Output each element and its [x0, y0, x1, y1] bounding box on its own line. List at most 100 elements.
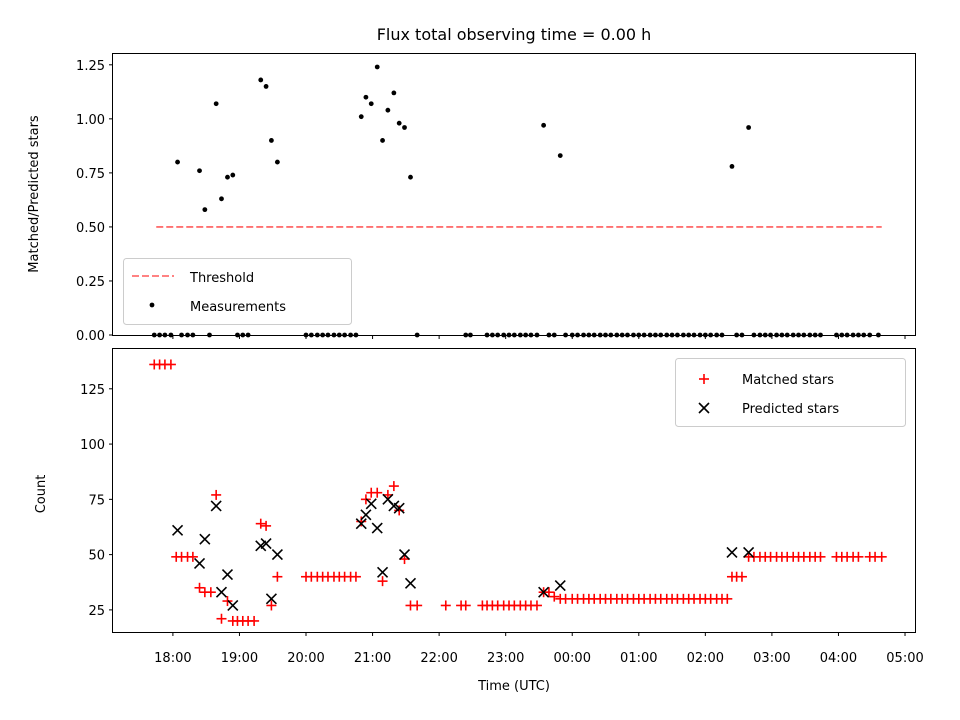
measurement-point: [408, 174, 413, 180]
matched-star-point: [876, 551, 887, 562]
ratio-y-tick-label: 0.50: [76, 221, 105, 236]
measurement-point: [396, 120, 402, 126]
predicted-star-point: [554, 580, 566, 592]
matched-star-point: [388, 481, 399, 492]
measurement-point: [541, 122, 547, 128]
x-axis-label: Time (UTC): [477, 679, 550, 694]
predicted-star-point: [393, 502, 405, 514]
predicted-star-point: [743, 546, 755, 558]
measurement-point: [746, 125, 752, 130]
legend-predicted-label: Predicted stars: [742, 402, 839, 417]
ratio-y-tick-label: 1.00: [76, 113, 105, 128]
ratio-y-tick-label: 0.00: [76, 329, 105, 344]
measurement-point: [219, 196, 224, 202]
predicted-star-point: [365, 498, 377, 510]
matched-star-point: [853, 551, 864, 562]
measurement-point: [202, 207, 208, 213]
ratio-legend-box: [123, 258, 352, 325]
count-x-tick-label: 04:00: [820, 651, 857, 666]
predicted-star-point: [193, 557, 206, 570]
matched-star-point: [460, 600, 471, 611]
matched-star-point: [722, 593, 733, 604]
predicted-star-point: [260, 537, 272, 550]
measurement-point: [274, 159, 280, 165]
predicted-star-point: [371, 522, 383, 534]
measurement-point: [213, 101, 219, 107]
matched-star-point: [377, 576, 388, 587]
ratio-y-tick-label: 0.75: [76, 167, 105, 182]
count-x-tick-label: 20:00: [287, 651, 324, 666]
matched-star-point: [531, 600, 542, 611]
count-x-tick-label: 05:00: [886, 651, 923, 666]
predicted-star-point: [360, 509, 372, 521]
measurement-point: [175, 159, 180, 165]
matched-star-point: [372, 487, 383, 498]
count-plot-frame: [112, 348, 916, 633]
legend-threshold-label: Threshold: [189, 271, 254, 286]
measurement-point: [557, 153, 563, 158]
predicted-star-point: [355, 518, 367, 530]
measurement-point: [391, 90, 397, 96]
measurement-point: [402, 125, 407, 130]
matched-star-point: [266, 600, 277, 611]
matched-star-point: [543, 587, 554, 598]
measurement-point: [230, 172, 236, 178]
matched-star-point: [736, 571, 747, 582]
matched-star-point: [261, 520, 272, 531]
predicted-star-point: [376, 566, 389, 578]
predicted-star-point: [538, 586, 550, 598]
legend-matched-swatch: [699, 374, 709, 384]
predicted-star-point: [398, 549, 411, 561]
measurement-point: [380, 138, 385, 143]
matched-star-point: [165, 359, 176, 370]
count-x-tick-label: 23:00: [487, 651, 524, 666]
matched-star-point: [815, 551, 826, 562]
predicted-star-point: [215, 586, 228, 598]
count-x-tick-label: 22:00: [420, 651, 457, 666]
predicted-star-point: [199, 533, 211, 545]
predicted-star-point: [265, 593, 277, 605]
legend-matched-label: Matched stars: [742, 373, 834, 388]
count-y-tick-label: 25: [88, 604, 105, 619]
count-x-tick-label: 01:00: [620, 651, 657, 666]
count-marks: [149, 359, 887, 626]
count-legend: Matched stars Predicted stars: [675, 358, 906, 427]
matched-star-point: [440, 600, 451, 611]
matched-star-point: [194, 582, 205, 593]
measurement-point: [729, 164, 735, 169]
count-x-tick-label: 00:00: [554, 651, 591, 666]
measurement-point: [225, 174, 230, 180]
ratio-panel-title: Flux total observing time = 0.00 h: [377, 25, 652, 44]
measurement-point: [269, 138, 274, 143]
measurement-point: [197, 168, 202, 174]
measurement-point: [368, 101, 374, 107]
predicted-star-point: [227, 599, 239, 612]
legend-measurements-label: Measurements: [190, 300, 286, 315]
predicted-star-point: [221, 568, 234, 581]
matched-star-point: [205, 587, 216, 598]
count-y-tick-label: 125: [80, 383, 105, 398]
matched-star-point: [272, 571, 283, 582]
count-y-axis-label: Count: [34, 475, 49, 514]
matched-star-point: [211, 489, 222, 500]
matched-star-point: [216, 613, 227, 624]
matched-star-point: [412, 600, 423, 611]
ratio-plot-frame: [112, 53, 916, 336]
count-x-tick-label: 03:00: [753, 651, 790, 666]
predicted-star-point: [271, 549, 283, 561]
matched-star-point: [187, 551, 198, 562]
legend-measurements-swatch: [149, 302, 155, 308]
count-x-tick-label: 18:00: [154, 651, 191, 666]
legend-predicted-swatch: [698, 402, 710, 414]
count-x-tick-label: 21:00: [354, 651, 391, 666]
measurement-point: [374, 64, 380, 70]
count-y-tick-label: 50: [88, 549, 105, 564]
ratio-panel: Flux total observing time = 0.00 h Match…: [27, 25, 916, 344]
predicted-star-point: [210, 500, 222, 512]
matched-star-point: [350, 571, 361, 582]
count-legend-box: [675, 358, 906, 427]
ratio-legend: Threshold Measurements: [123, 258, 352, 325]
count-y-tick-label: 75: [88, 493, 105, 508]
